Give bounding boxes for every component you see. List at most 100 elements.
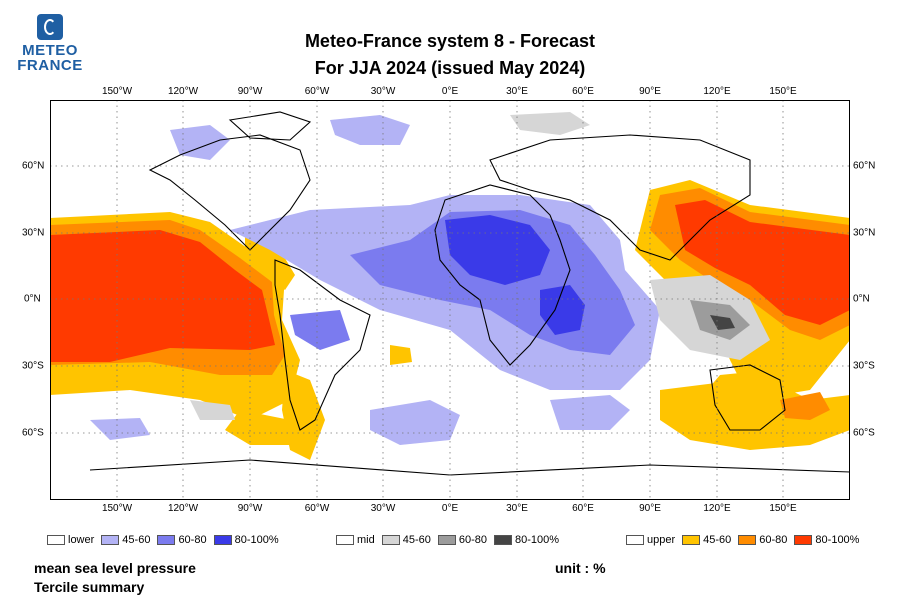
legend-item: 45-60 <box>381 534 431 546</box>
lon-label-bottom: 120°E <box>703 503 731 514</box>
legend-label: 45-60 <box>402 534 431 546</box>
lat-label-right: 60°N <box>853 160 876 172</box>
south-america-outline <box>274 259 371 431</box>
legend-swatch <box>626 535 644 545</box>
legend-swatch <box>494 535 513 545</box>
lat-label-left: 60°N <box>22 160 45 172</box>
lat-label-right: 30°N <box>853 227 876 239</box>
legend-swatch <box>101 535 120 545</box>
lon-label-top: 60°W <box>304 86 330 97</box>
legend-item: 60-80 <box>437 534 488 546</box>
legend-label: 45-60 <box>703 534 732 546</box>
southern-ocean-low-patch <box>370 400 460 445</box>
lat-label-left: 0°N <box>24 293 41 305</box>
north-america-outline <box>148 134 311 251</box>
lon-label-bottom: 60°W <box>304 503 330 514</box>
legend-lower: lower 45-60 60-80 80-100% <box>47 534 286 546</box>
legend-item: 60-80 <box>157 534 207 546</box>
lon-label-top: 30°W <box>370 86 396 97</box>
legend-swatch <box>381 535 400 545</box>
maritime-mid-peak <box>710 315 735 330</box>
legend-item: 45-60 <box>682 534 731 546</box>
legend-swatch <box>213 535 232 545</box>
title-line2: For JJA 2024 (issued May 2024) <box>314 58 586 78</box>
lat-label-left: 30°S <box>22 360 44 372</box>
legend-mid: mid 45-60 60-80 80-100% <box>336 534 566 546</box>
lon-label-bottom: 90°W <box>237 503 263 514</box>
lon-label-bottom: 60°E <box>572 503 594 514</box>
legend-label: 60-80 <box>458 534 488 546</box>
legend-label: 60-80 <box>759 534 788 546</box>
meteo-france-logo: METEO FRANCE <box>14 14 86 73</box>
lat-label-left: 60°S <box>22 427 44 439</box>
lon-label-top: 90°E <box>639 86 661 97</box>
lon-label-bottom: 30°W <box>370 503 396 514</box>
unit-label: unit : % <box>555 560 606 576</box>
lon-label-top: 150°W <box>101 86 133 97</box>
south-pacific-mid-patch <box>190 400 235 420</box>
australia-outline <box>709 364 786 431</box>
legend-label: lower <box>68 534 95 546</box>
variable-label: mean sea level pressure <box>34 560 196 576</box>
lon-label-top: 0°E <box>441 86 459 97</box>
map-frame <box>50 100 850 500</box>
legend-item-lower: lower <box>47 534 94 546</box>
title-line1: Meteo-France system 8 - Forecast <box>304 31 596 51</box>
lon-label-bottom: 30°E <box>506 503 528 514</box>
south-pacific-low-patch <box>90 418 150 440</box>
legend-swatch <box>794 535 813 545</box>
southeast-pacific-high <box>225 410 290 445</box>
south-atlantic-small-high <box>390 345 412 365</box>
legend-item-upper: upper <box>626 534 675 546</box>
subtitle-label: Tercile summary <box>34 579 145 595</box>
legend-label: 45-60 <box>122 534 151 546</box>
pacific-east-high-region <box>50 212 300 420</box>
legend-item-mid: mid <box>336 534 375 546</box>
legend-label: 60-80 <box>178 534 207 546</box>
legend-label: 80-100% <box>515 534 560 546</box>
lon-label-bottom: 150°E <box>769 503 797 514</box>
lon-label-bottom: 90°E <box>639 503 661 514</box>
south-indian-high-core <box>780 392 830 420</box>
legend-label: 80-100% <box>815 534 860 546</box>
legend-item: 80-100% <box>213 534 279 546</box>
graticule <box>50 100 850 500</box>
lon-label-top: 30°E <box>506 86 528 97</box>
legend-item: 80-100% <box>494 534 559 546</box>
tercile-map <box>50 100 850 500</box>
legend-swatch <box>157 535 176 545</box>
legend-swatch <box>682 535 701 545</box>
lat-label-right: 0°N <box>853 293 870 305</box>
legend-item: 45-60 <box>101 534 150 546</box>
north-atlantic-low-patch <box>330 115 410 145</box>
atlantic-africa-low-region <box>230 195 660 390</box>
lon-label-top: 60°E <box>572 86 594 97</box>
lon-label-top: 150°E <box>769 86 797 97</box>
lon-label-bottom: 150°W <box>101 503 133 514</box>
logo-line1: METEO <box>22 42 78 59</box>
legend-swatch <box>437 535 456 545</box>
legend-swatch <box>47 535 65 545</box>
legend-label: mid <box>357 534 375 546</box>
logo-line2: FRANCE <box>17 57 83 74</box>
lon-label-top: 120°E <box>703 86 731 97</box>
meteo-france-logo-icon <box>37 14 63 40</box>
africa-outline <box>434 184 571 366</box>
south-indian-high-region <box>660 380 850 450</box>
legend-label: 80-100% <box>234 534 279 546</box>
legend-item: 60-80 <box>738 534 787 546</box>
lon-label-bottom: 0°E <box>441 503 459 514</box>
south-america-coast-high <box>282 370 325 460</box>
greenland-outline <box>228 111 312 141</box>
north-pacific-low-patch <box>170 125 230 160</box>
eurasia-outline <box>489 134 751 261</box>
arctic-mid-patch <box>510 112 590 135</box>
legend-swatch <box>738 535 757 545</box>
legend-label: upper <box>647 534 676 546</box>
lon-label-top: 90°W <box>237 86 263 97</box>
coastlines <box>89 111 850 476</box>
legend-upper: upper 45-60 60-80 80-100% <box>626 534 866 546</box>
lon-label-top: 120°W <box>167 86 199 97</box>
legend-swatch <box>336 535 354 545</box>
south-indian-low-patch <box>550 395 630 430</box>
